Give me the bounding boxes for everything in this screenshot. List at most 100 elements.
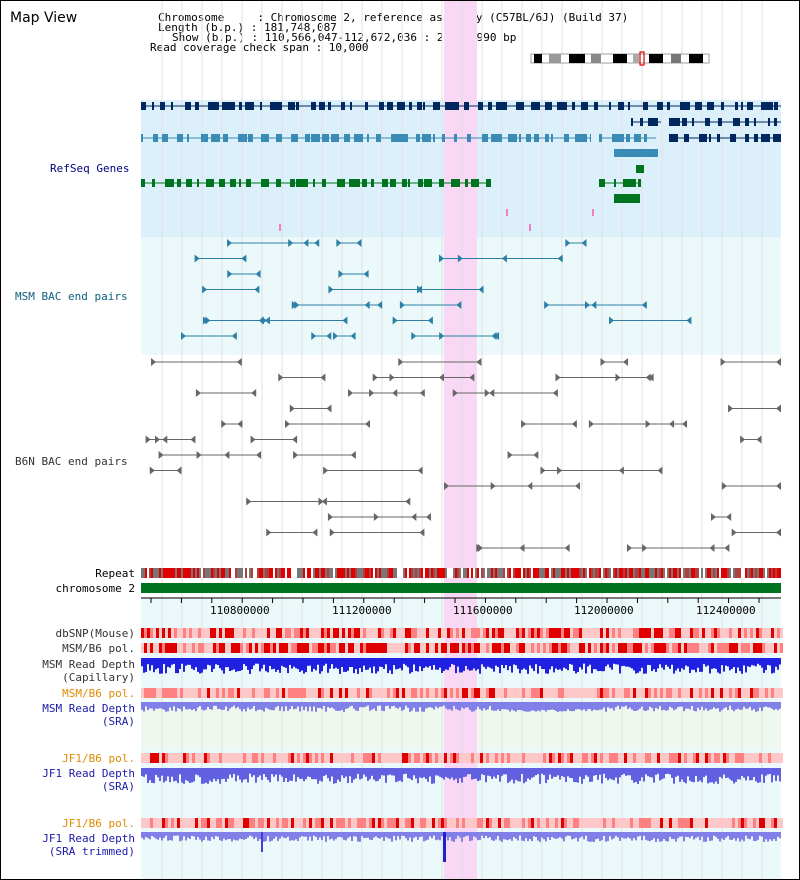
msm-b6-pol-band	[501, 688, 504, 698]
repeat-segment	[407, 568, 409, 578]
msm-capillary-depth-bar	[565, 658, 567, 669]
msm-b6-pol-band	[714, 643, 717, 653]
jf1-trimmed-depth-bar	[501, 832, 503, 842]
msm-capillary-depth-bar	[217, 658, 219, 666]
msm-b6-pol-band	[684, 688, 687, 698]
dbsnp-band	[387, 628, 390, 638]
jf1-b6-pol-band	[534, 818, 537, 828]
jf1-trimmed-depth-bar	[741, 832, 743, 840]
msm-b6-pol-band	[657, 643, 660, 653]
msm-capillary-depth-bar	[383, 658, 385, 669]
jf1-b6-pol-band	[279, 818, 282, 828]
jf1-trimmed-depth-bar	[687, 832, 689, 837]
msm-b6-pol-band	[237, 643, 240, 653]
gene-navy-exon	[208, 102, 215, 110]
jf1-b6-pol-band	[558, 818, 561, 828]
gene-green-exon	[165, 179, 174, 187]
msm-capillary-depth-bar	[143, 658, 145, 673]
jf1-depth-bar	[305, 768, 307, 780]
msm-capillary-depth-bar	[625, 658, 627, 667]
msm-bac-pair-end	[417, 285, 423, 294]
jf1-depth-bar	[665, 768, 667, 775]
jf1-b6-pol-band	[732, 753, 735, 763]
gene-green-exon	[636, 165, 644, 173]
jf1-trimmed-depth-bar	[489, 832, 491, 838]
jf1-b6-pol-band	[414, 818, 417, 828]
gene-navy-exon	[718, 118, 722, 126]
msm-b6-pol-band	[726, 643, 729, 653]
b6n-bac-pair-end	[571, 420, 577, 428]
msm-b6-pol-band	[246, 688, 249, 698]
b6n-bac-pair-end	[444, 482, 450, 490]
jf1-b6-pol-band	[660, 818, 663, 828]
repeat-segment	[687, 568, 689, 578]
msm-capillary-depth-bar	[655, 658, 657, 673]
jf1-trimmed-depth-bar	[521, 832, 523, 841]
jf1-trimmed-depth-bar	[411, 832, 413, 842]
msm-sra-depth-bar	[627, 702, 629, 710]
gene-navy-exon	[488, 102, 492, 110]
jf1-trimmed-depth-bar	[257, 832, 259, 842]
jf1-b6-pol-band	[414, 753, 417, 763]
repeat-segment	[413, 568, 415, 578]
msm-b6-pol-band	[363, 688, 366, 698]
jf1-b6-pol-band	[495, 753, 498, 763]
msm-capillary-depth-bar	[351, 658, 353, 667]
msm-b6-pol-band	[612, 643, 615, 653]
repeat-segment	[207, 568, 209, 578]
msm-capillary-depth-bar	[331, 658, 333, 665]
dbsnp-band	[762, 628, 765, 638]
dbsnp-band	[522, 628, 525, 638]
jf1-b6-pol-band	[657, 753, 660, 763]
dbsnp-band	[393, 628, 396, 638]
jf1-trimmed-depth-bar	[625, 832, 627, 839]
msm-sra-depth-bar	[415, 702, 417, 712]
gene-navy-exon	[688, 102, 690, 110]
dbsnp-band	[321, 628, 324, 638]
gene-navy-exon	[628, 102, 630, 110]
msm-capillary-depth-bar	[209, 658, 211, 666]
msm-b6-pol-band	[537, 688, 540, 698]
repeat-segment	[761, 568, 763, 578]
msm-capillary-depth-bar	[469, 658, 471, 671]
gene-teal-exon	[442, 134, 445, 142]
repeat-segment	[297, 568, 299, 578]
repeat-segment	[757, 568, 759, 578]
dbsnp-band	[453, 628, 456, 638]
jf1-depth-bar	[229, 768, 231, 775]
gene-navy-exon	[572, 102, 575, 110]
msm-bac-pair-end	[254, 285, 260, 294]
msm-sra-depth-bar	[707, 702, 709, 711]
repeat-segment	[437, 568, 439, 578]
msm-sra-depth-bar	[437, 702, 439, 709]
jf1-b6-pol-band	[423, 818, 426, 828]
msm-capillary-depth-bar	[711, 658, 713, 669]
repeat-segment	[253, 568, 255, 578]
msm-b6-pol-band	[669, 688, 672, 698]
dbsnp-band	[534, 628, 537, 638]
gene-teal-exon	[405, 134, 408, 142]
msm-b6-pol-band	[147, 643, 150, 653]
msm-b6-pol-band	[366, 688, 369, 698]
jf1-depth-bar	[739, 768, 741, 780]
jf1-b6-pol-band	[351, 818, 354, 828]
jf1-b6-pol-band	[606, 818, 609, 828]
jf1-trimmed-depth-bar	[701, 832, 703, 837]
msm-b6-pol-band	[333, 643, 336, 653]
jf1-b6-pol-band	[384, 818, 387, 828]
b6n-bac-pair-end	[710, 513, 716, 521]
jf1-b6-pol-band	[585, 818, 588, 828]
msm-b6-pol-band	[264, 688, 267, 698]
jf1-b6-pol-band	[192, 753, 195, 763]
msm-capillary-depth-bar	[601, 658, 603, 672]
jf1-trimmed-depth-bar	[217, 832, 219, 837]
dbsnp-band	[666, 628, 669, 638]
msm-capillary-depth-bar	[459, 658, 461, 673]
repeat-segment	[493, 568, 495, 578]
msm-b6-pol-band	[468, 643, 471, 653]
msm-b6-pol-band	[207, 643, 210, 653]
gene-navy-exon	[774, 102, 778, 110]
jf1-b6-pol-band	[366, 818, 369, 828]
chromosome-ideogram	[530, 51, 710, 66]
